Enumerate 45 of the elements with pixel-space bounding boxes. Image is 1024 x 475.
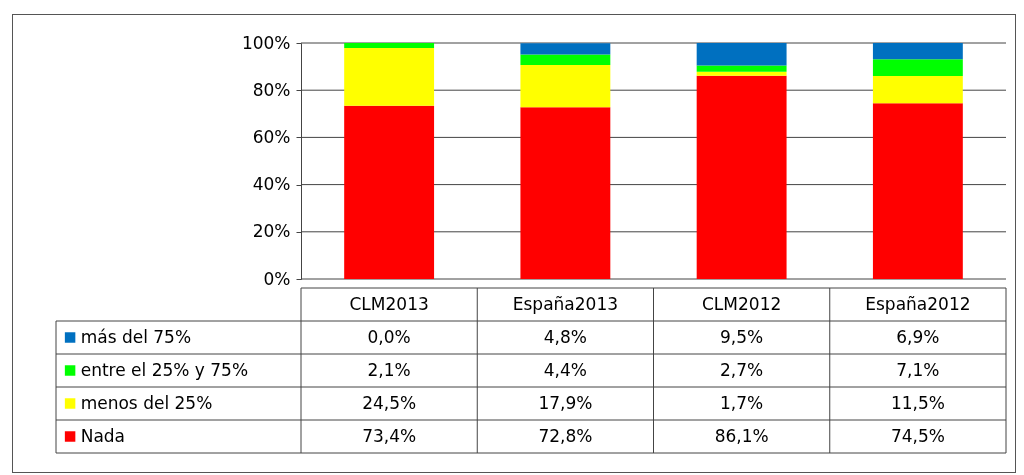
legend-label: entre el 25% y 75% <box>80 359 249 380</box>
data-label: 4,4% <box>543 359 587 380</box>
x-tick-label: España2012 <box>865 293 971 314</box>
bar <box>696 65 787 72</box>
bar <box>696 75 787 279</box>
y-tick-label: 100% <box>241 32 291 53</box>
bar <box>520 54 611 65</box>
bar <box>872 59 963 77</box>
bar <box>344 105 435 279</box>
y-tick-label: 20% <box>252 221 291 242</box>
y-tick-label: 40% <box>252 174 291 195</box>
bar <box>872 76 963 104</box>
x-tick-label: España2013 <box>512 293 619 314</box>
bar <box>344 43 435 48</box>
data-label: 86,1% <box>714 425 769 446</box>
bar <box>520 64 611 108</box>
bar <box>344 47 435 106</box>
bar <box>520 107 611 279</box>
y-tick-label: 0% <box>263 268 291 289</box>
data-label: 0,0% <box>367 326 411 347</box>
data-label: 1,7% <box>720 392 764 413</box>
x-tick-label: CLM2012 <box>701 293 782 314</box>
bar <box>520 43 611 55</box>
data-label: 9,5% <box>720 326 764 347</box>
data-label: 72,8% <box>538 425 593 446</box>
legend-label: más del 75% <box>80 326 192 347</box>
data-label: 2,1% <box>367 359 411 380</box>
data-label: 24,5% <box>362 392 417 413</box>
bar <box>872 43 963 60</box>
data-label: 11,5% <box>890 392 945 413</box>
data-label: 73,4% <box>362 425 417 446</box>
bar <box>696 71 787 76</box>
data-label: 17,9% <box>538 392 593 413</box>
data-label: 6,9% <box>896 326 940 347</box>
y-tick-label: 60% <box>252 126 291 147</box>
bar <box>696 43 787 66</box>
y-tick-label: 80% <box>252 79 291 100</box>
data-label: 74,5% <box>890 425 945 446</box>
legend-label: Nada <box>80 425 126 446</box>
data-label: 2,7% <box>720 359 764 380</box>
data-label: 7,1% <box>896 359 940 380</box>
data-label: 4,8% <box>543 326 587 347</box>
legend-label: menos del 25% <box>80 392 213 413</box>
bar <box>872 103 963 279</box>
x-tick-label: CLM2013 <box>349 293 429 314</box>
